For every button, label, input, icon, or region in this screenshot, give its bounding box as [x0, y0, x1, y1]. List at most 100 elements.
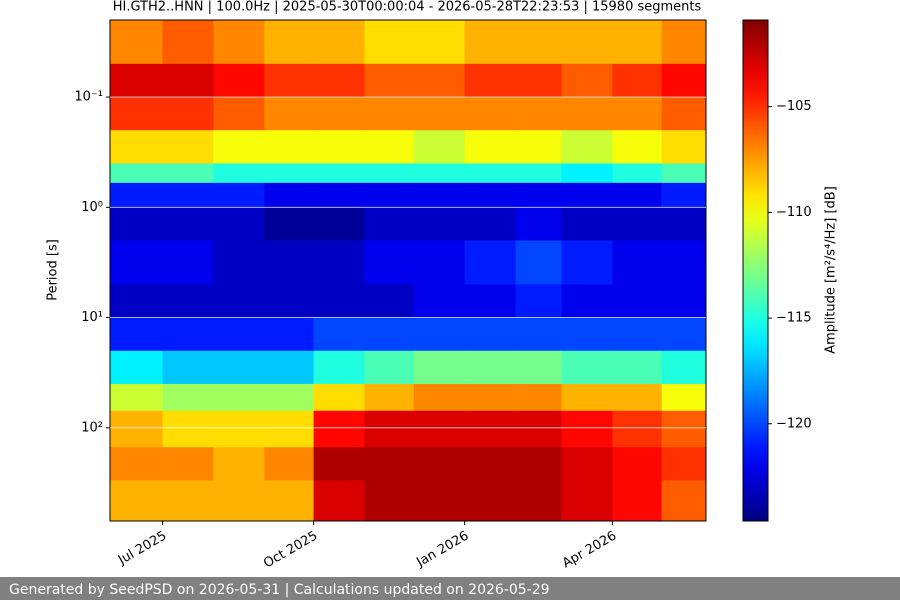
y-tick-label: 10² — [81, 420, 103, 435]
heatmap-cell — [661, 240, 707, 285]
heatmap-cell — [110, 182, 164, 208]
y-axis-label: Period [s] — [46, 239, 61, 301]
heatmap-cell — [313, 350, 365, 385]
heatmap-cell — [561, 20, 613, 65]
heatmap-cell — [561, 182, 613, 208]
heatmap-cell — [515, 284, 563, 319]
heatmap-cell — [413, 284, 466, 319]
heatmap-cell — [413, 20, 466, 65]
heatmap-cell — [313, 410, 365, 448]
heatmap-cell — [162, 97, 214, 131]
heatmap-cell — [612, 383, 663, 412]
heatmap-cell — [413, 350, 466, 385]
x-tick-label: Oct 2025 — [261, 529, 320, 572]
heatmap-cell — [364, 207, 415, 242]
heatmap-cell — [264, 240, 315, 285]
heatmap-cell — [464, 240, 517, 285]
heatmap-cell — [264, 480, 315, 522]
heatmap-cell — [413, 447, 466, 481]
colorbar-tick-label: −105 — [776, 99, 812, 114]
heatmap-cell — [661, 207, 707, 242]
heatmap-cell — [162, 350, 214, 385]
heatmap-cell — [313, 63, 365, 98]
heatmap-cell — [612, 130, 663, 164]
heatmap-cell — [661, 480, 707, 522]
heatmap-cell — [413, 317, 466, 352]
heatmap-cell — [364, 240, 415, 285]
footer-text: Generated by SeedPSD on 2026-05-31 | Cal… — [9, 582, 550, 598]
heatmap-cell — [661, 350, 707, 385]
heatmap-cell — [313, 97, 365, 131]
heatmap-cell — [364, 97, 415, 131]
heatmap-cell — [612, 447, 663, 481]
heatmap-cell — [561, 163, 613, 184]
y-tick-label: 10⁰ — [81, 200, 103, 215]
heatmap-cell — [213, 97, 265, 131]
colorbar-tick-label: −120 — [776, 416, 812, 431]
heatmap-cell — [464, 350, 517, 385]
heatmap-cell — [110, 20, 164, 65]
heatmap-cell — [661, 20, 707, 65]
chart-title: HI.GTH2..HNN | 100.0Hz | 2025-05-30T00:0… — [113, 0, 702, 15]
heatmap-cell — [612, 350, 663, 385]
heatmap-cell — [413, 383, 466, 412]
heatmap-cell — [313, 240, 365, 285]
heatmap-cell — [110, 447, 164, 481]
heatmap-cell — [264, 383, 315, 412]
heatmap-cell — [612, 163, 663, 184]
heatmap-cell — [213, 130, 265, 164]
heatmap-cell — [313, 383, 365, 412]
heatmap-cell — [612, 317, 663, 352]
heatmap-cell — [264, 410, 315, 448]
heatmap-cell — [464, 207, 517, 242]
heatmap-cell — [561, 97, 613, 131]
heatmap-cell — [612, 410, 663, 448]
heatmap-cell — [561, 383, 613, 412]
heatmap-cell — [661, 130, 707, 164]
heatmap-cell — [213, 63, 265, 98]
heatmap-cell — [413, 130, 466, 164]
heatmap-cell — [213, 284, 265, 319]
heatmap-cell — [561, 130, 613, 164]
heatmap-cell — [612, 480, 663, 522]
heatmap-cell — [515, 182, 563, 208]
heatmap-cell — [162, 163, 214, 184]
heatmap-cell — [612, 284, 663, 319]
heatmap-cell — [264, 207, 315, 242]
heatmap-cell — [213, 410, 265, 448]
heatmap-cell — [364, 63, 415, 98]
heatmap-cell — [464, 97, 517, 131]
heatmap-cell — [661, 97, 707, 131]
heatmap-cell — [561, 317, 613, 352]
heatmap-cell — [561, 480, 613, 522]
heatmap-cell — [561, 447, 613, 481]
heatmap-cell — [515, 383, 563, 412]
heatmap-cell — [515, 447, 563, 481]
heatmap-cell — [464, 163, 517, 184]
heatmap-cell — [162, 130, 214, 164]
heatmap-cell — [162, 480, 214, 522]
colorbar — [742, 19, 769, 522]
heatmap-cell — [515, 163, 563, 184]
heatmap-cell — [515, 240, 563, 285]
heatmap-cell — [464, 63, 517, 98]
heatmap-cell — [661, 163, 707, 184]
heatmap-cell — [264, 182, 315, 208]
heatmap-cell — [213, 163, 265, 184]
heatmap-cell — [364, 163, 415, 184]
heatmap-cell — [162, 20, 214, 65]
heatmap-cell — [162, 63, 214, 98]
heatmap-cell — [110, 97, 164, 131]
heatmap-cell — [364, 20, 415, 65]
heatmap-cell — [162, 240, 214, 285]
heatmap-cell — [313, 207, 365, 242]
heatmap-cell — [661, 284, 707, 319]
footer-bar — [0, 577, 900, 600]
heatmap-cell — [612, 63, 663, 98]
heatmap-cell — [313, 163, 365, 184]
heatmap-cell — [515, 130, 563, 164]
heatmap-cell — [110, 480, 164, 522]
heatmap-cell — [264, 63, 315, 98]
colorbar-tick-label: −115 — [776, 311, 812, 326]
heatmap-cell — [413, 240, 466, 285]
